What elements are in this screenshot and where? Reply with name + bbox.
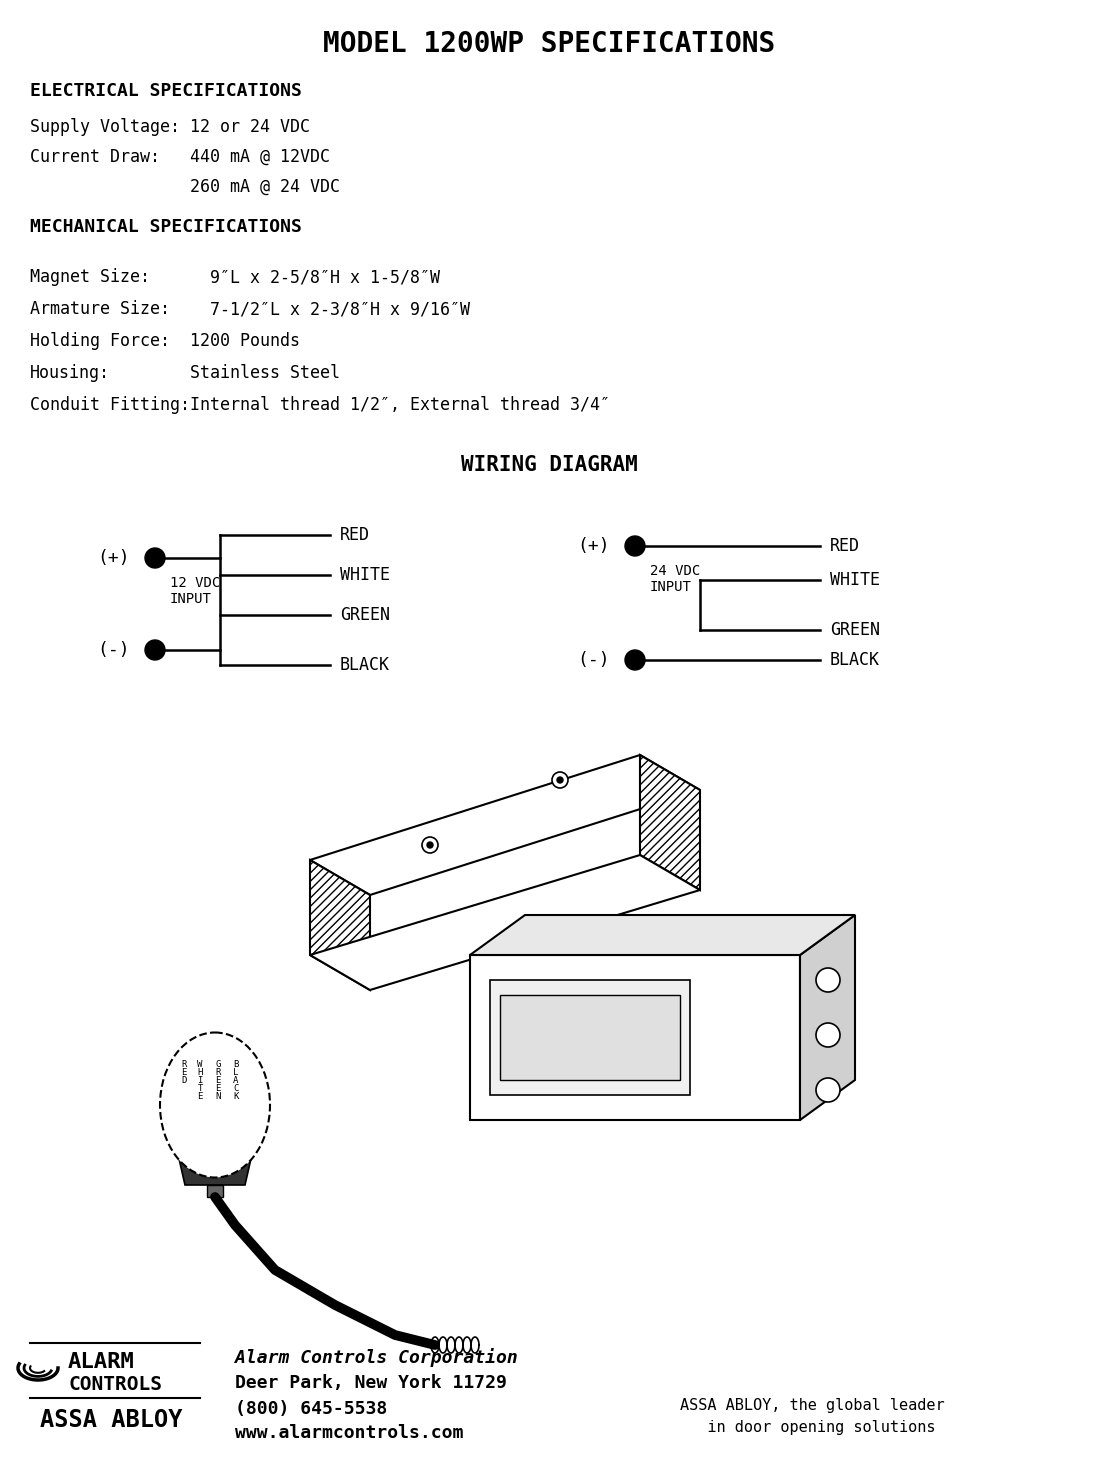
Circle shape	[145, 549, 165, 568]
Text: G
R
E
E
N: G R E E N	[215, 1061, 221, 1100]
Circle shape	[422, 836, 439, 853]
Circle shape	[552, 771, 568, 788]
Text: 9″L x 2-5/8″H x 1-5/8″W: 9″L x 2-5/8″H x 1-5/8″W	[190, 268, 440, 286]
Polygon shape	[310, 855, 700, 990]
Text: (-): (-)	[577, 650, 610, 670]
Bar	[500, 996, 680, 1080]
Circle shape	[815, 1078, 840, 1102]
Text: Deer Park, New York 11729: Deer Park, New York 11729	[235, 1375, 507, 1392]
Text: in door opening solutions: in door opening solutions	[680, 1420, 935, 1435]
Text: (+): (+)	[577, 537, 610, 555]
Circle shape	[625, 650, 645, 670]
Circle shape	[557, 777, 563, 783]
Text: 1200 Pounds: 1200 Pounds	[190, 332, 300, 350]
Text: 12 or 24 VDC: 12 or 24 VDC	[190, 118, 310, 136]
Text: MODEL 1200WP SPECIFICATIONS: MODEL 1200WP SPECIFICATIONS	[323, 30, 775, 58]
Text: WIRING DIAGRAM: WIRING DIAGRAM	[460, 454, 637, 475]
Text: Holding Force:: Holding Force:	[30, 332, 170, 350]
Polygon shape	[310, 755, 700, 895]
Polygon shape	[470, 914, 855, 954]
Text: Current Draw:: Current Draw:	[30, 148, 160, 167]
Polygon shape	[310, 860, 370, 990]
Text: (-): (-)	[97, 642, 130, 659]
Text: WHITE: WHITE	[830, 571, 880, 589]
Text: Housing:: Housing:	[30, 364, 110, 382]
Circle shape	[145, 640, 165, 659]
Text: 260 mA @ 24 VDC: 260 mA @ 24 VDC	[190, 178, 340, 196]
Text: ELECTRICAL SPECIFICATIONS: ELECTRICAL SPECIFICATIONS	[30, 83, 302, 100]
Text: ALARM: ALARM	[68, 1353, 135, 1372]
Text: CONTROLS: CONTROLS	[68, 1375, 162, 1394]
Text: Internal thread 1/2″, External thread 3/4″: Internal thread 1/2″, External thread 3/…	[190, 395, 610, 414]
Text: BLACK: BLACK	[830, 650, 880, 670]
Text: MECHANICAL SPECIFICATIONS: MECHANICAL SPECIFICATIONS	[30, 218, 302, 236]
Text: ASSA ABLOY, the global leader: ASSA ABLOY, the global leader	[680, 1398, 945, 1413]
Ellipse shape	[160, 1032, 270, 1177]
Circle shape	[428, 842, 433, 848]
Text: BLACK: BLACK	[340, 656, 390, 674]
Text: Conduit Fitting:: Conduit Fitting:	[30, 395, 190, 414]
Text: 440 mA @ 12VDC: 440 mA @ 12VDC	[190, 148, 330, 167]
Polygon shape	[177, 1150, 253, 1184]
Text: 24 VDC
INPUT: 24 VDC INPUT	[650, 563, 700, 594]
Text: GREEN: GREEN	[830, 621, 880, 639]
Polygon shape	[640, 755, 700, 889]
Text: www.alarmcontrols.com: www.alarmcontrols.com	[235, 1423, 464, 1443]
Text: ASSA ABLOY: ASSA ABLOY	[40, 1409, 182, 1432]
Text: B
L
A
C
K: B L A C K	[233, 1061, 238, 1100]
Circle shape	[625, 535, 645, 556]
Circle shape	[815, 1024, 840, 1047]
Text: 7-1/2″L x 2-3/8″H x 9/16″W: 7-1/2″L x 2-3/8″H x 9/16″W	[190, 299, 470, 319]
Circle shape	[815, 968, 840, 993]
Text: WHITE: WHITE	[340, 566, 390, 584]
Text: (800) 645-5538: (800) 645-5538	[235, 1400, 387, 1417]
Bar	[207, 1184, 223, 1198]
Text: R
E
D: R E D	[181, 1061, 187, 1086]
Bar	[490, 979, 690, 1094]
Polygon shape	[800, 914, 855, 1120]
Text: GREEN: GREEN	[340, 606, 390, 624]
Text: (+): (+)	[97, 549, 130, 566]
Text: 12 VDC
INPUT: 12 VDC INPUT	[170, 577, 220, 606]
Text: RED: RED	[340, 527, 370, 544]
Text: Supply Voltage:: Supply Voltage:	[30, 118, 180, 136]
Text: RED: RED	[830, 537, 861, 555]
Text: Magnet Size:: Magnet Size:	[30, 268, 149, 286]
Text: Alarm Controls Corporation: Alarm Controls Corporation	[235, 1348, 518, 1367]
Text: Armature Size:: Armature Size:	[30, 299, 170, 319]
Text: W
H
I
T
E: W H I T E	[198, 1061, 202, 1100]
Text: Stainless Steel: Stainless Steel	[190, 364, 340, 382]
Polygon shape	[470, 954, 800, 1120]
